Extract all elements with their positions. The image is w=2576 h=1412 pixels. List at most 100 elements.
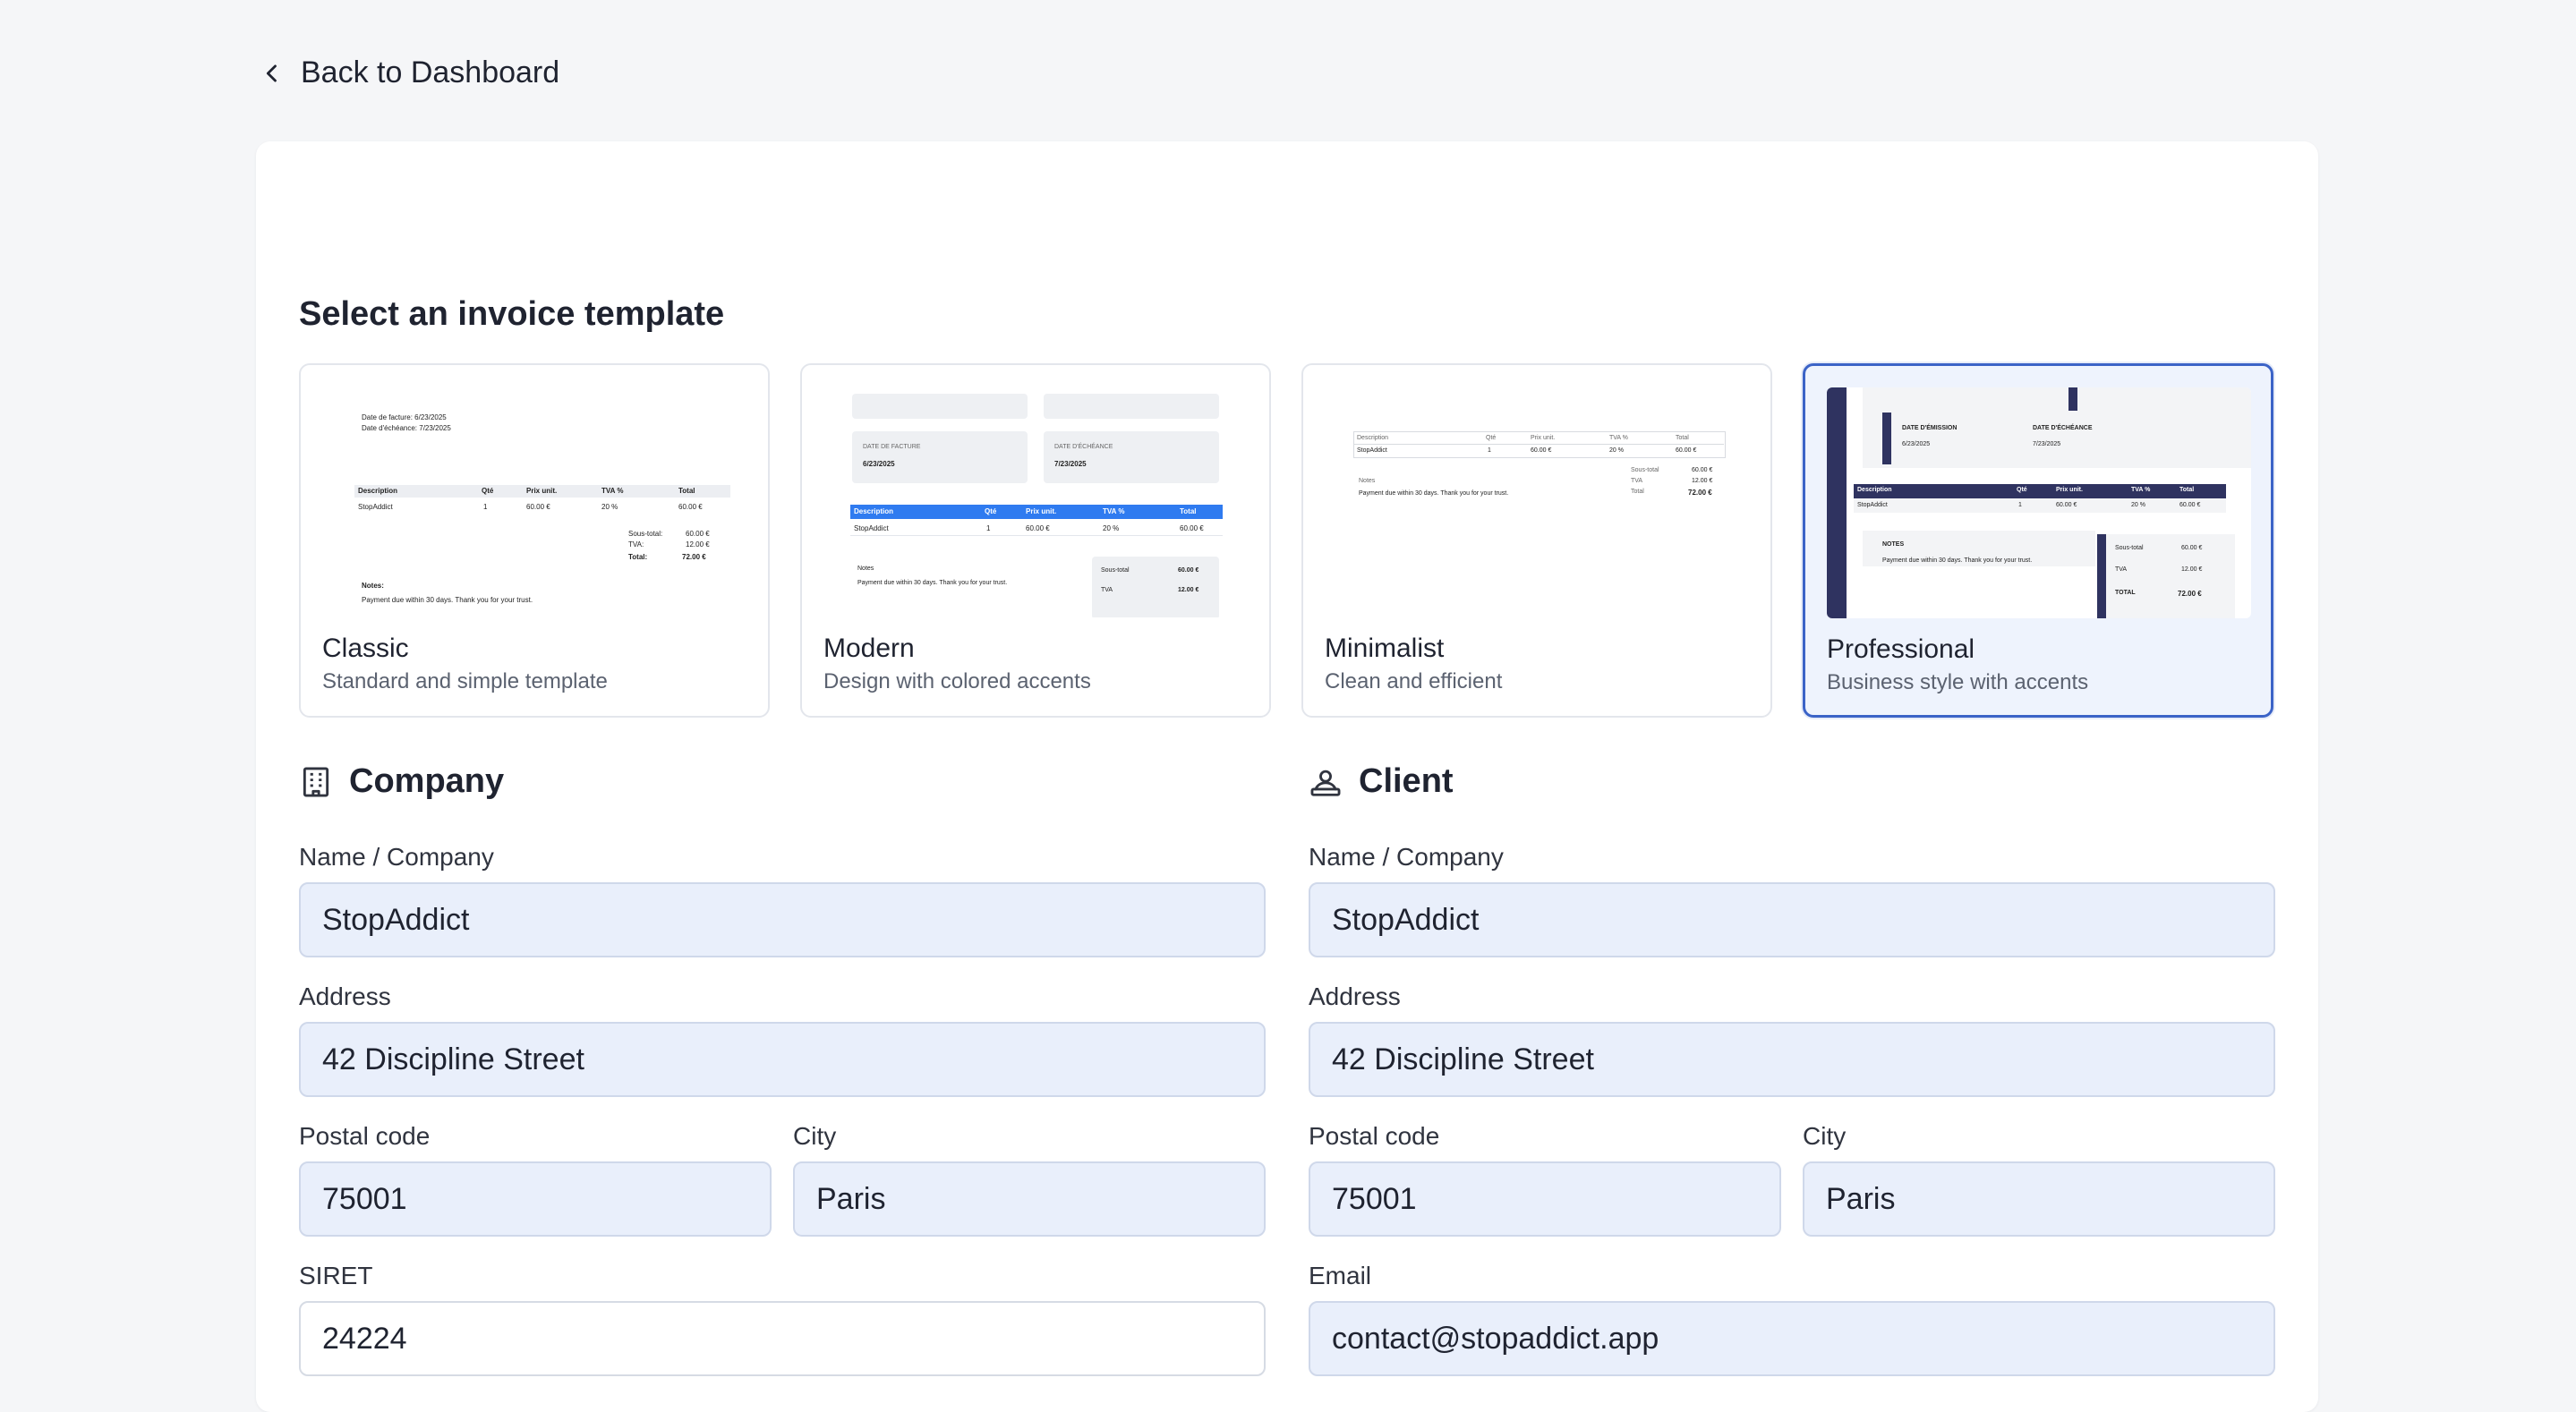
company-city-input[interactable]: Paris <box>793 1161 1266 1237</box>
professional-preview: DATE D'ÉMISSION 6/23/2025 DATE D'ÉCHÉANC… <box>1827 387 2251 618</box>
preview-text: 60.00 € <box>1026 524 1050 532</box>
preview-text: 60.00 € <box>678 503 703 511</box>
preview-text: StopAddict <box>358 503 393 511</box>
preview-text: TVA <box>2115 566 2128 573</box>
company-postal-label: Postal code <box>299 1122 431 1150</box>
preview-text: 1 <box>1488 447 1491 454</box>
preview-totals-box <box>2106 534 2235 618</box>
client-city-input[interactable]: Paris <box>1803 1161 2275 1237</box>
preview-totals-box <box>1092 557 1219 617</box>
preview-text: Notes: <box>362 582 384 590</box>
preview-text: Date de facture: 6/23/2025 <box>362 413 447 421</box>
preview-text: 72.00 € <box>2178 590 2202 598</box>
preview-text: Sous-total: <box>628 530 663 538</box>
preview-text: Date d'échéance: 7/23/2025 <box>362 424 451 432</box>
template-name: Professional <box>1827 634 1975 664</box>
preview-text: Total <box>678 487 695 495</box>
preview-accent <box>1882 413 1891 464</box>
preview-text: Payment due within 30 days. Thank you fo… <box>1882 557 2033 564</box>
back-link-label: Back to Dashboard <box>301 55 560 89</box>
preview-text: 60.00 € <box>1676 447 1697 454</box>
client-email-label: Email <box>1309 1262 1372 1289</box>
preview-text: 12.00 € <box>686 540 710 549</box>
modern-preview: DATE DE FACTURE 6/23/2025 DATE D'ÉCHÉANC… <box>823 387 1248 617</box>
preview-text: Notes <box>857 566 874 572</box>
client-email-input[interactable]: contact@stopaddict.app <box>1309 1301 2275 1376</box>
preview-text: TVA <box>1101 587 1113 593</box>
client-address-label: Address <box>1309 982 1401 1010</box>
classic-preview: Date de facture: 6/23/2025 Date d'échéan… <box>322 387 746 617</box>
preview-text: TOTAL <box>2115 590 2136 596</box>
preview-text: Prix unit. <box>2056 487 2083 493</box>
template-card-professional[interactable]: DATE D'ÉMISSION 6/23/2025 DATE D'ÉCHÉANC… <box>1803 363 2273 718</box>
template-card-minimalist[interactable]: Description Qté Prix unit. TVA % Total S… <box>1301 363 1772 718</box>
client-person-icon <box>1310 770 1341 796</box>
preview-text: 20 % <box>1103 524 1120 532</box>
preview-row <box>1854 498 2226 513</box>
client-address-input[interactable]: 42 Discipline Street <box>1309 1022 2275 1097</box>
template-description: Business style with accents <box>1827 670 2089 694</box>
preview-text: NOTES <box>1882 541 1905 548</box>
preview-text: Sous-total <box>1101 567 1130 574</box>
template-section-title: Select an invoice template <box>299 295 725 333</box>
template-card-classic[interactable]: Date de facture: 6/23/2025 Date d'échéan… <box>299 363 770 718</box>
company-postal-input[interactable]: 75001 <box>299 1161 772 1237</box>
preview-text: 60.00 € <box>1180 524 1204 532</box>
preview-text: 6/23/2025 <box>1902 441 1931 447</box>
company-siret-input[interactable]: 24224 <box>299 1301 1266 1376</box>
company-city-label: City <box>793 1122 837 1150</box>
preview-text: TVA % <box>601 487 624 495</box>
preview-text: StopAddict <box>1357 447 1387 454</box>
preview-text: TVA % <box>1609 435 1628 441</box>
preview-text: StopAddict <box>854 524 889 532</box>
preview-side-bar <box>1827 387 1847 618</box>
preview-text: Payment due within 30 days. Thank you fo… <box>1359 490 1509 497</box>
preview-text: 60.00 € <box>2181 545 2203 551</box>
preview-text: 20 % <box>601 503 618 511</box>
template-name: Modern <box>823 634 915 663</box>
client-postal-label: Postal code <box>1309 1122 1440 1150</box>
preview-text: Qté <box>1486 435 1497 441</box>
preview-text: 7/23/2025 <box>1054 460 1087 468</box>
preview-text: 1 <box>2018 502 2022 508</box>
preview-text: StopAddict <box>1857 502 1888 508</box>
preview-text: TVA <box>1631 478 1643 484</box>
preview-text: Total <box>1631 489 1644 495</box>
preview-table <box>1353 431 1726 458</box>
preview-text: 60.00 € <box>2179 502 2201 508</box>
preview-header-row <box>354 485 730 498</box>
preview-text: 60.00 € <box>2056 502 2077 508</box>
preview-text: Sous-total <box>2115 545 2144 551</box>
preview-text: Description <box>1857 487 1892 493</box>
back-to-dashboard-link[interactable]: Back to Dashboard <box>260 55 559 90</box>
template-description: Design with colored accents <box>823 669 1091 693</box>
preview-text: Total: <box>628 553 648 561</box>
preview-text: Description <box>358 487 398 495</box>
company-name-input[interactable]: StopAddict <box>299 882 1266 957</box>
preview-text: 6/23/2025 <box>863 460 895 468</box>
preview-text: 72.00 € <box>682 553 706 561</box>
preview-header-block <box>1863 387 2251 468</box>
preview-text: 60.00 € <box>526 503 550 511</box>
preview-text: 1 <box>483 503 488 511</box>
preview-notes-block <box>1863 531 2095 566</box>
company-title-label: Company <box>349 762 505 800</box>
template-card-modern[interactable]: DATE DE FACTURE 6/23/2025 DATE D'ÉCHÉANC… <box>800 363 1271 718</box>
preview-text: Qté <box>2017 487 2027 493</box>
client-name-input[interactable]: StopAddict <box>1309 882 2275 957</box>
preview-text: 72.00 € <box>1688 489 1712 497</box>
chevron-left-icon <box>266 64 277 82</box>
preview-text: Prix unit. <box>1026 507 1057 515</box>
building-icon <box>303 767 329 796</box>
preview-text: 12.00 € <box>1692 478 1713 484</box>
company-section-title: Company <box>299 762 504 801</box>
preview-text: 60.00 € <box>1178 567 1199 574</box>
client-postal-input[interactable]: 75001 <box>1309 1161 1781 1237</box>
preview-header-row <box>1854 484 2226 498</box>
minimalist-preview: Description Qté Prix unit. TVA % Total S… <box>1325 387 1749 617</box>
company-address-input[interactable]: 42 Discipline Street <box>299 1022 1266 1097</box>
preview-text: DATE D'ÉCHÉANCE <box>1054 444 1113 450</box>
client-title-label: Client <box>1359 762 1454 800</box>
company-name-label: Name / Company <box>299 843 494 871</box>
preview-text: Qté <box>985 507 997 515</box>
